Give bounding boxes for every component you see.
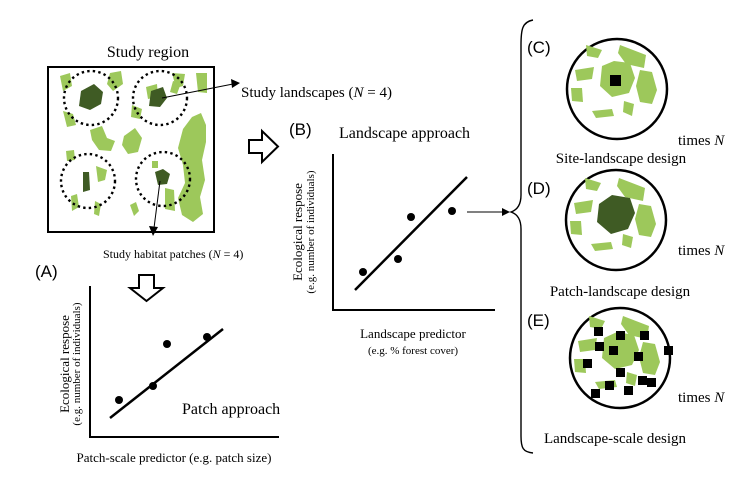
panel-e-site: [640, 331, 649, 340]
panel-a-axes: [89, 286, 279, 438]
panel-e-site: [591, 389, 600, 398]
study-region-title: Study region: [107, 44, 189, 61]
panel-b-xlabel: Landscape predictor: [360, 326, 466, 341]
patch-approach-label: Patch approach: [182, 401, 280, 418]
patches-callout-line: [153, 180, 161, 229]
panel-a-trend-line: [109, 328, 224, 419]
panel-e-site: [583, 359, 592, 368]
panel-b-point: [394, 255, 402, 263]
panel-b-point: [359, 268, 367, 276]
panel-d-design-label: Patch-landscape design: [550, 284, 691, 300]
panel-a-xlabel: Patch-scale predictor (e.g. patch size): [77, 450, 272, 465]
panel-a-ylabel: Ecological respose: [57, 315, 72, 413]
panel-e-site: [638, 376, 647, 385]
panel-e-design-label: Landscape-scale design: [544, 431, 687, 447]
panel-b-points: [359, 207, 456, 276]
panel-a-letter: (A): [35, 262, 58, 281]
panel-a-point: [115, 396, 123, 404]
panel-b-axes: [332, 154, 495, 311]
panel-e-site: [616, 331, 625, 340]
panel-e-site: [605, 381, 614, 390]
panel-c-times-n: times N: [678, 133, 725, 149]
panel-b-point: [407, 213, 415, 221]
panel-a-ylabel-example: (e.g. number of individuals): [71, 302, 83, 425]
panel-a-point: [203, 333, 211, 341]
panel-e-site: [634, 352, 643, 361]
panel-e-site: [594, 327, 603, 336]
down-arrow-to-patch: [127, 274, 166, 303]
study-landscapes-label: Study landscapes (N = 4): [241, 85, 392, 101]
panel-b-letter: (B): [289, 120, 312, 139]
panel-c-site: [610, 75, 621, 86]
panel-b-ylabel-example: (e.g. number of individuals): [305, 170, 317, 293]
study-habitat-patches-label: Study habitat patches (N = 4): [103, 247, 243, 261]
panel-b-xlabel-example: (e.g. % forest cover): [368, 345, 458, 357]
designs-arrow-head: [502, 208, 510, 216]
panel-a-points: [115, 333, 211, 404]
right-arrow-to-landscape: [248, 128, 280, 165]
study-region-box: [47, 66, 215, 233]
panel-a-point: [163, 340, 171, 348]
patches-callout-arrowhead: [149, 226, 158, 236]
panel-d-letter: (D): [527, 179, 551, 198]
panel-c-letter: (C): [527, 38, 551, 57]
landscape-approach-label: Landscape approach: [339, 125, 470, 142]
panel-e-times-n: times N: [678, 390, 725, 406]
designs-bracket: [508, 19, 534, 454]
panel-e-site: [595, 342, 604, 351]
study-habitat-patches: [79, 84, 170, 192]
study-landscape-circles: [59, 69, 192, 210]
study-region-patches: [60, 71, 207, 222]
panel-a-point: [149, 382, 157, 390]
panel-e-site: [609, 346, 618, 355]
panel-b-ylabel: Ecological respose: [290, 183, 305, 281]
panel-e-site: [647, 378, 656, 387]
panel-e-site: [616, 368, 625, 377]
landscapes-callout-line: [161, 83, 234, 99]
panel-b-point: [448, 207, 456, 215]
landscapes-callout-arrowhead: [231, 79, 240, 88]
panel-b-trend-line: [354, 176, 468, 291]
panel-e-sites: [583, 327, 673, 398]
panel-d-patches: [570, 178, 656, 251]
panel-e-letter: (E): [527, 311, 550, 330]
panel-d-times-n: times N: [678, 243, 725, 259]
panel-e-site: [664, 346, 673, 355]
panel-e-patches: [574, 316, 660, 389]
panel-e-site: [624, 386, 633, 395]
panel-c-design-label: Site-landscape design: [556, 151, 687, 167]
panel-d-focal-patch: [597, 195, 635, 234]
